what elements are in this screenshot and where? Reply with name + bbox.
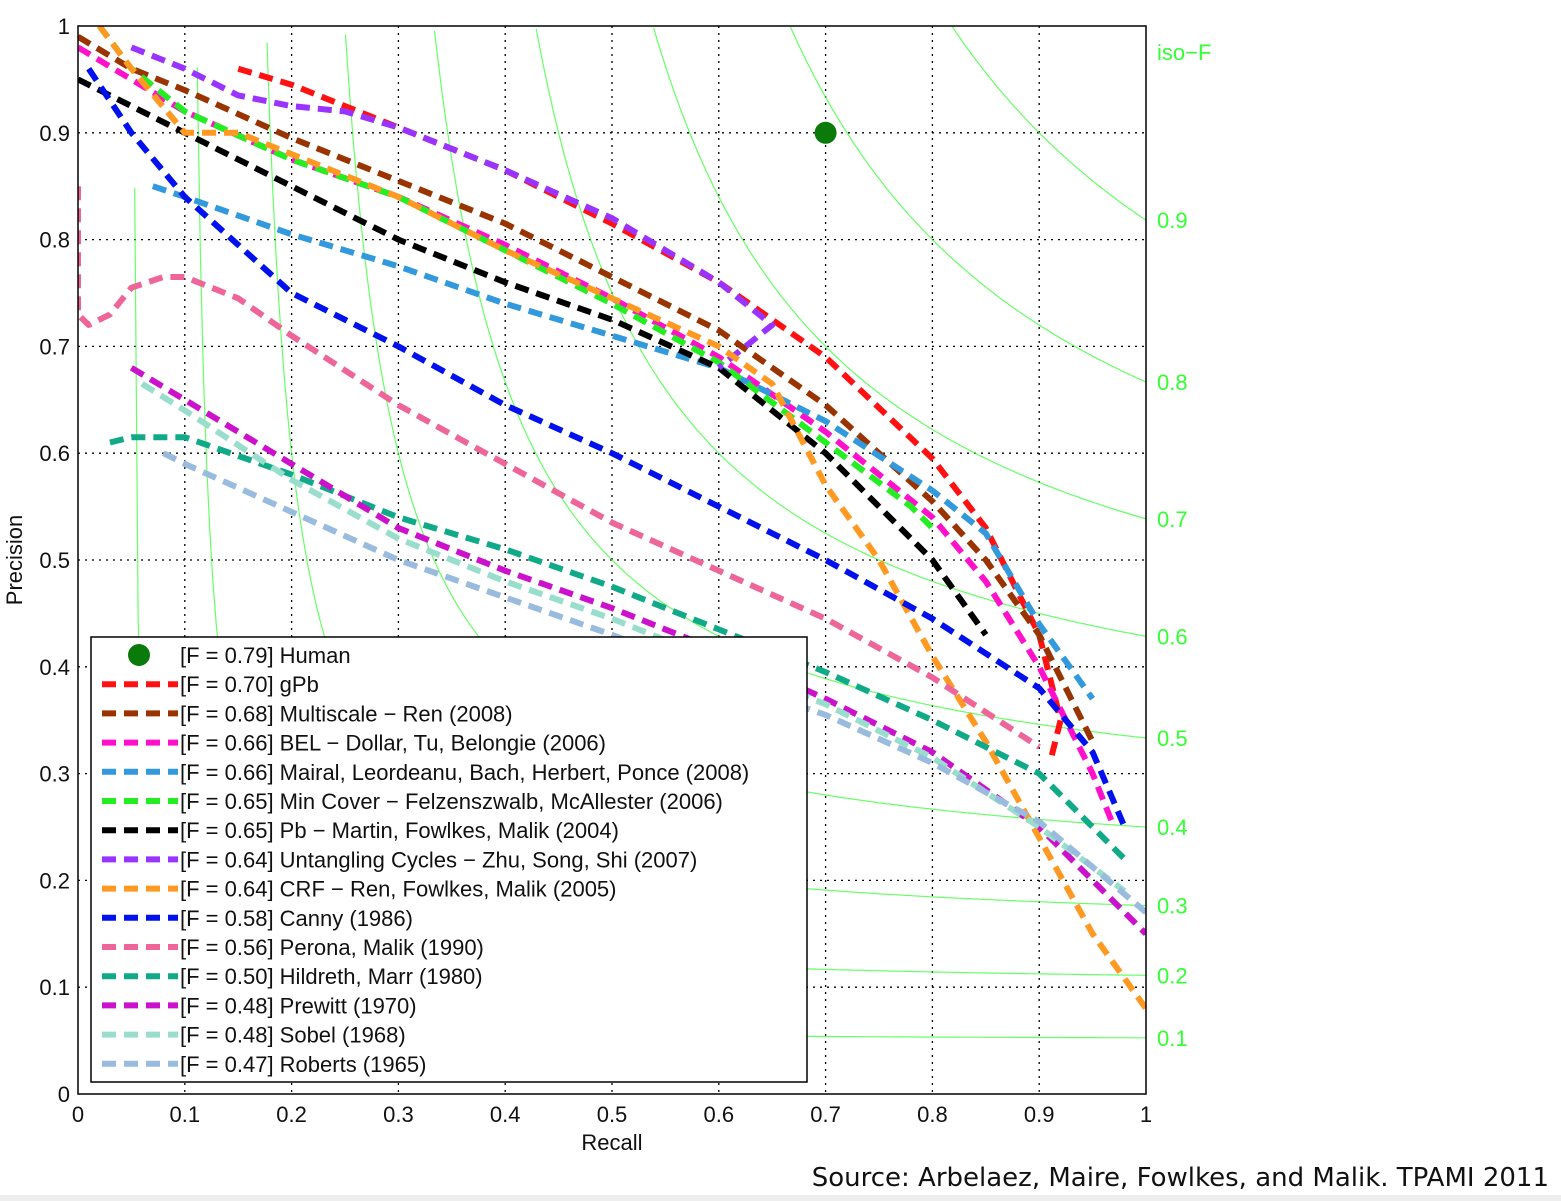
legend-entry-label: [F = 0.48] Prewitt (1970)	[180, 993, 417, 1018]
y-axis-label: Precision	[2, 515, 27, 605]
x-tick-label: 0.9	[1024, 1102, 1055, 1127]
x-tick-label: 0.2	[276, 1102, 307, 1127]
series-line	[162, 450, 1146, 915]
iso-f-curve	[653, 27, 1146, 520]
legend-box	[90, 636, 808, 1083]
iso-f-level-label: 0.3	[1157, 894, 1188, 919]
series-lines	[78, 26, 1146, 1011]
legend-entry-label: [F = 0.64] CRF − Ren, Fowlkes, Malik (20…	[180, 877, 617, 902]
series-line	[78, 76, 989, 637]
iso-f-level-label: 0.1	[1157, 1026, 1188, 1051]
x-tick-label: 0.8	[917, 1102, 948, 1127]
iso-f-level-label: 0.7	[1157, 507, 1188, 532]
series-line	[96, 26, 935, 531]
y-tick-label: 0.8	[39, 228, 70, 253]
series-line	[140, 381, 1127, 894]
iso-f-curve	[789, 26, 1146, 383]
legend-entry-label: [F = 0.64] Untangling Cycles − Zhu, Song…	[180, 847, 697, 872]
iso-f-level-label: 0.4	[1157, 815, 1188, 840]
legend-entry-label: [F = 0.65] Min Cover − Felzenszwalb, McA…	[180, 789, 723, 814]
y-tick-label: 0.5	[39, 548, 70, 573]
legend-entry-label: [F = 0.66] BEL − Dollar, Tu, Belongie (2…	[180, 731, 606, 756]
iso-f-level-label: 0.9	[1157, 208, 1188, 233]
x-tick-label: 0.4	[490, 1102, 521, 1127]
x-tick-label: 0	[72, 1102, 84, 1127]
iso-f-level-label: 0.5	[1157, 726, 1188, 751]
y-tick-label: 1	[58, 14, 70, 39]
legend-entry-label: [F = 0.58] Canny (1986)	[180, 906, 413, 931]
series-line	[78, 34, 1096, 743]
legend-entry-label: [F = 0.50] Hildreth, Marr (1980)	[180, 964, 483, 989]
series-line	[86, 67, 1128, 829]
iso-f-level-label: 0.8	[1157, 370, 1188, 395]
y-tick-label: 0.6	[39, 441, 70, 466]
series-line	[78, 186, 1041, 750]
iso-f-labels: 0.1 0.2 0.3 0.4 0.5 0.6 0.7 0.8 0.9	[1157, 208, 1188, 1051]
legend-entry-label: [F = 0.79] Human	[180, 643, 351, 668]
legend: [F = 0.79] Human [F = 0.70] gPb [F = 0.68]…	[90, 636, 808, 1083]
legend-entry-label: [F = 0.66] Mairal, Leordeanu, Bach, Herb…	[180, 760, 749, 785]
legend-entry-label: [F = 0.48] Sobel (1968)	[180, 1023, 406, 1048]
y-tick-label: 0	[58, 1082, 70, 1107]
y-tick-label: 0.4	[39, 655, 70, 680]
series-line	[109, 434, 1127, 862]
series-line	[151, 183, 1096, 701]
y-tick-label: 0.3	[39, 762, 70, 787]
legend-human-marker	[128, 644, 150, 666]
source-caption: Source: Arbelaez, Maire, Fowlkes, and Ma…	[811, 1163, 1549, 1193]
x-tick-label: 0.5	[597, 1102, 628, 1127]
plot-frame	[77, 25, 1147, 1095]
y-tick-label: 0.1	[39, 975, 70, 1000]
window-bottom-bar	[0, 1195, 1561, 1201]
iso-f-curve	[951, 26, 1146, 221]
series-line	[129, 365, 1146, 936]
iso-f-level-label: 0.2	[1157, 963, 1188, 988]
legend-entry-label: [F = 0.65] Pb − Martin, Fowlkes, Malik (…	[180, 818, 619, 843]
legend-entry-label: [F = 0.68] Multiscale − Ren (2008)	[180, 701, 513, 726]
iso-f-level-label: 0.6	[1157, 624, 1188, 649]
x-tick-label: 1	[1140, 1102, 1152, 1127]
iso-f-curve	[535, 28, 1146, 637]
y-tick-label: 0.9	[39, 121, 70, 146]
series-line	[96, 26, 1146, 1011]
human-marker	[814, 121, 837, 144]
series-line	[130, 44, 776, 371]
x-axis-label: Recall	[581, 1130, 642, 1155]
iso-f-title: iso−F	[1157, 40, 1211, 65]
x-tick-label: 0.1	[170, 1102, 201, 1127]
x-tick-label: 0.6	[704, 1102, 735, 1127]
x-tick-label: 0.3	[383, 1102, 414, 1127]
y-tick-labels: 0 0.1 0.2 0.3 0.4 0.5 0.6 0.7 0.8 0.9 1	[39, 14, 70, 1107]
legend-entry-label: [F = 0.70] gPb	[180, 672, 319, 697]
y-tick-label: 0.7	[39, 334, 70, 359]
legend-entry-label: [F = 0.56] Perona, Malik (1990)	[180, 935, 484, 960]
x-tick-label: 0.7	[810, 1102, 841, 1127]
x-tick-labels: 0 0.1 0.2 0.3 0.4 0.5 0.6 0.7 0.8 0.9 1	[72, 1102, 1152, 1127]
y-tick-label: 0.2	[39, 868, 70, 893]
legend-entry-label: [F = 0.47] Roberts (1965)	[180, 1052, 426, 1077]
